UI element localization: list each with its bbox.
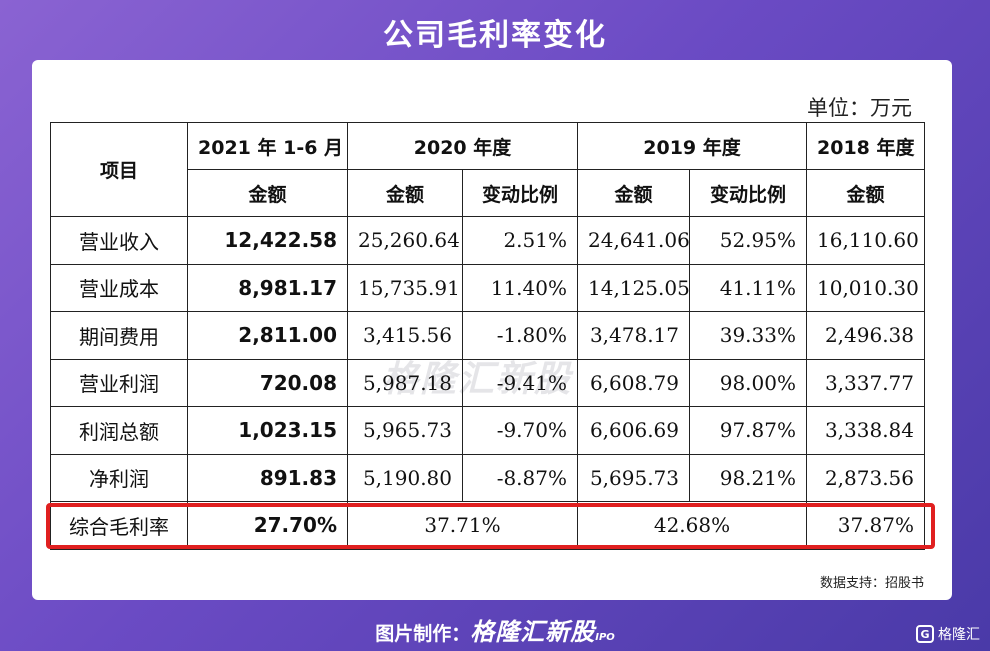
header-change: 变动比例 bbox=[462, 169, 578, 217]
cell-2020-amount: 25,260.64 bbox=[347, 216, 463, 265]
cell-2019-change: 41.11% bbox=[689, 263, 807, 312]
cell-2019-margin: 42.68% bbox=[577, 501, 807, 550]
cell-2020-amount: 5,987.18 bbox=[347, 358, 463, 407]
cell-2020-amount: 5,965.73 bbox=[347, 406, 463, 455]
table-row: 营业成本 8,981.17 15,735.91 11.40% 14,125.05… bbox=[50, 263, 925, 312]
header-change: 变动比例 bbox=[689, 169, 807, 217]
header-amount: 金额 bbox=[806, 169, 925, 217]
table-row: 净利润 891.83 5,190.80 -8.87% 5,695.73 98.2… bbox=[50, 453, 925, 502]
header-period-2018: 2018 年度 bbox=[806, 122, 925, 170]
cell-2020-change: -1.80% bbox=[462, 311, 578, 360]
header-row-periods: 项目 2021 年 1-6 月 2020 年度 2019 年度 2018 年度 bbox=[50, 122, 925, 217]
cell-2018-amount: 3,338.84 bbox=[806, 406, 925, 455]
source-note: 数据支持：招股书 bbox=[819, 576, 924, 591]
cell-2019-amount: 6,606.69 bbox=[577, 406, 690, 455]
cell-2019-change: 98.21% bbox=[689, 453, 807, 502]
cell-2019-change: 52.95% bbox=[689, 216, 807, 265]
cell-2020-change: -9.41% bbox=[462, 358, 578, 407]
footer-brand: 格隆汇新股 bbox=[470, 618, 596, 646]
cell-2021-amount: 720.08 bbox=[187, 358, 348, 407]
cell-2018-amount: 16,110.60 bbox=[806, 216, 925, 265]
cell-2020-change: 2.51% bbox=[462, 216, 578, 265]
row-label: 营业收入 bbox=[50, 216, 188, 265]
table-card: 单位：万元 格隆汇新股 项目 2021 年 1-6 月 2020 年度 2019… bbox=[32, 60, 952, 600]
financial-table: 项目 2021 年 1-6 月 2020 年度 2019 年度 2018 年度 … bbox=[50, 122, 925, 550]
cell-2021-amount: 8,981.17 bbox=[187, 263, 348, 312]
header-period-2021: 2021 年 1-6 月 bbox=[187, 122, 348, 170]
cell-2018-margin: 37.87% bbox=[806, 501, 925, 550]
cell-2020-change: -8.87% bbox=[462, 453, 578, 502]
cell-2021-amount: 12,422.58 bbox=[187, 216, 348, 265]
cell-2018-amount: 10,010.30 bbox=[806, 263, 925, 312]
cell-2019-change: 97.87% bbox=[689, 406, 807, 455]
cell-2021-margin: 27.70% bbox=[187, 501, 348, 550]
gelonghui-logo-icon: G bbox=[916, 625, 934, 643]
cell-2019-amount: 14,125.05 bbox=[577, 263, 690, 312]
cell-2018-amount: 3,337.77 bbox=[806, 358, 925, 407]
cell-2019-change: 39.33% bbox=[689, 311, 807, 360]
header-period-2020: 2020 年度 bbox=[347, 122, 578, 170]
cell-2019-amount: 6,608.79 bbox=[577, 358, 690, 407]
table-row: 营业利润 720.08 5,987.18 -9.41% 6,608.79 98.… bbox=[50, 358, 925, 407]
footer-prefix: 图片制作： bbox=[375, 623, 471, 645]
header-row-columns: 金额 金额 变动比例 金额 变动比例 金额 bbox=[51, 169, 925, 217]
header-amount: 金额 bbox=[347, 169, 463, 217]
table-row: 营业收入 12,422.58 25,260.64 2.51% 24,641.06… bbox=[50, 216, 925, 265]
gross-margin-row: 综合毛利率 27.70% 37.71% 42.68% 37.87% bbox=[50, 501, 925, 550]
cell-2020-change: -9.70% bbox=[462, 406, 578, 455]
unit-label: 单位：万元 bbox=[807, 96, 912, 120]
cell-2019-amount: 24,641.06 bbox=[577, 216, 690, 265]
header-amount: 金额 bbox=[577, 169, 690, 217]
cell-2021-amount: 2,811.00 bbox=[187, 311, 348, 360]
cell-2020-amount: 3,415.56 bbox=[347, 311, 463, 360]
table-row: 利润总额 1,023.15 5,965.73 -9.70% 6,606.69 9… bbox=[50, 406, 925, 455]
corner-logo: G 格隆汇 bbox=[916, 624, 980, 644]
row-label: 期间费用 bbox=[50, 311, 188, 360]
table-row: 期间费用 2,811.00 3,415.56 -1.80% 3,478.17 3… bbox=[50, 311, 925, 360]
cell-2020-amount: 15,735.91 bbox=[347, 263, 463, 312]
row-label: 净利润 bbox=[50, 453, 188, 502]
row-label: 利润总额 bbox=[50, 406, 188, 455]
cell-2020-margin: 37.71% bbox=[347, 501, 578, 550]
row-label: 综合毛利率 bbox=[50, 501, 188, 550]
cell-2019-amount: 5,695.73 bbox=[577, 453, 690, 502]
cell-2021-amount: 1,023.15 bbox=[187, 406, 348, 455]
cell-2019-change: 98.00% bbox=[689, 358, 807, 407]
row-label: 营业成本 bbox=[50, 263, 188, 312]
corner-logo-text: 格隆汇 bbox=[938, 627, 980, 643]
cell-2020-amount: 5,190.80 bbox=[347, 453, 463, 502]
cell-2020-change: 11.40% bbox=[462, 263, 578, 312]
footer-credit: 图片制作：格隆汇新股IPO bbox=[0, 612, 990, 647]
cell-2018-amount: 2,496.38 bbox=[806, 311, 925, 360]
header-period-2019: 2019 年度 bbox=[577, 122, 807, 170]
row-label: 营业利润 bbox=[50, 358, 188, 407]
cell-2021-amount: 891.83 bbox=[187, 453, 348, 502]
cell-2018-amount: 2,873.56 bbox=[806, 453, 925, 502]
cell-2019-amount: 3,478.17 bbox=[577, 311, 690, 360]
footer-ipo: IPO bbox=[595, 632, 615, 643]
page-title: 公司毛利率变化 bbox=[383, 18, 607, 53]
header-amount: 金额 bbox=[187, 169, 348, 217]
header-item: 项目 bbox=[50, 122, 188, 217]
